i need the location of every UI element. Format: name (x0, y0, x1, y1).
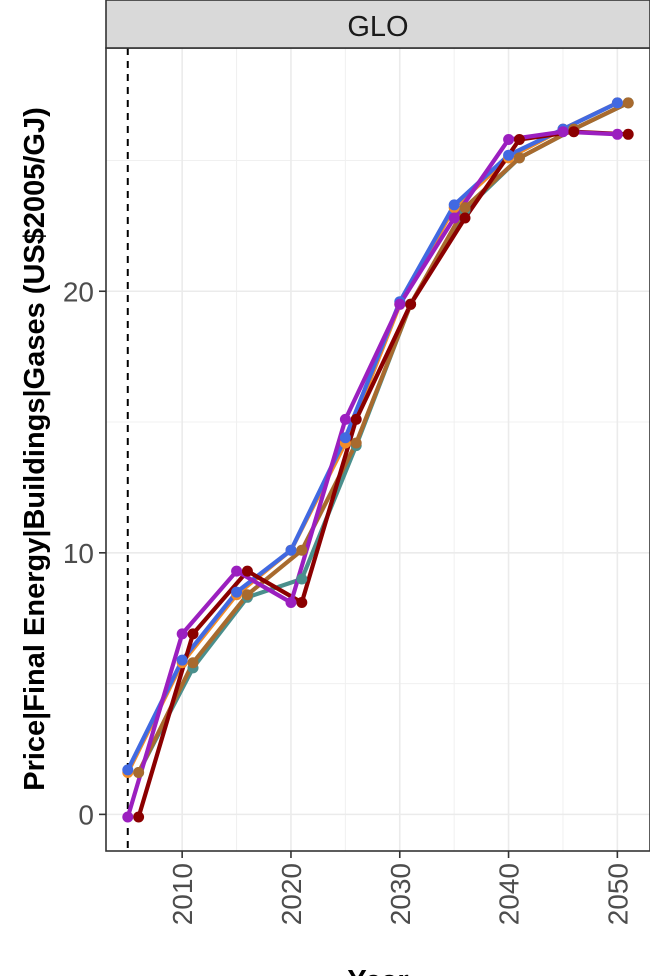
series-point-1 (296, 573, 308, 585)
series-point-4 (176, 654, 188, 666)
y-tick-label: 0 (78, 799, 94, 830)
series-line-2 (136, 100, 631, 775)
series-point-6 (448, 212, 460, 224)
y-axis-title: Price|Final Energy|Buildings|Gases (US$2… (19, 107, 51, 791)
series-point-4 (611, 97, 623, 109)
series-point-4 (448, 199, 460, 211)
x-axis: 2010 2020 2030 2040 2050 (167, 851, 633, 925)
series-point-5 (241, 565, 253, 577)
series-point-5 (133, 811, 145, 823)
y-tick-label: 10 (63, 538, 94, 569)
series-point-5 (622, 128, 634, 140)
panel-border (105, 47, 650, 852)
series-point-6 (176, 628, 188, 640)
series-point-2 (350, 437, 362, 449)
series-point-4 (285, 544, 297, 556)
facet-strip-label: GLO (347, 11, 408, 43)
series-point-6 (611, 128, 623, 140)
series-point-5 (459, 212, 471, 224)
series-point-5 (405, 298, 417, 310)
series-point-4 (122, 764, 134, 776)
series-point-5 (568, 126, 580, 138)
series-point-2 (241, 589, 253, 601)
series-point-2 (622, 97, 634, 109)
series-point-6 (394, 298, 406, 310)
facet-strip (105, 0, 650, 49)
series-point-5 (350, 413, 362, 425)
x-tick-label: 2050 (602, 863, 633, 925)
series-line-3 (125, 100, 620, 775)
x-axis-title: Year (347, 965, 408, 976)
series-point-2 (133, 767, 145, 778)
series-layer (122, 97, 634, 823)
series-point-5 (187, 628, 199, 640)
series-point-6 (557, 126, 569, 138)
series-point-6 (503, 134, 515, 145)
series-point-4 (503, 149, 515, 161)
series-point-6 (339, 413, 351, 425)
series-line-1 (136, 100, 631, 775)
series-point-4 (339, 432, 351, 444)
series-point-2 (459, 202, 471, 214)
series-point-2 (513, 152, 525, 164)
grid-minor (106, 48, 650, 851)
series-point-6 (122, 811, 134, 823)
series-point-6 (285, 597, 297, 608)
x-tick-label: 2040 (494, 863, 525, 925)
series-point-5 (513, 134, 525, 145)
series-point-5 (296, 597, 308, 608)
series-point-6 (231, 565, 243, 577)
x-tick-label: 2020 (276, 863, 307, 925)
series-line-6 (125, 129, 620, 820)
series-point-2 (187, 657, 199, 669)
series-line-5 (136, 129, 631, 820)
grid-major (106, 48, 650, 851)
y-axis: 0 10 20 (63, 276, 106, 830)
series-point-4 (231, 586, 243, 598)
x-tick-label: 2030 (385, 863, 416, 925)
y-tick-label: 20 (63, 276, 94, 307)
series-point-2 (296, 544, 308, 556)
series-line-4 (125, 100, 620, 773)
x-tick-label: 2010 (167, 863, 198, 925)
